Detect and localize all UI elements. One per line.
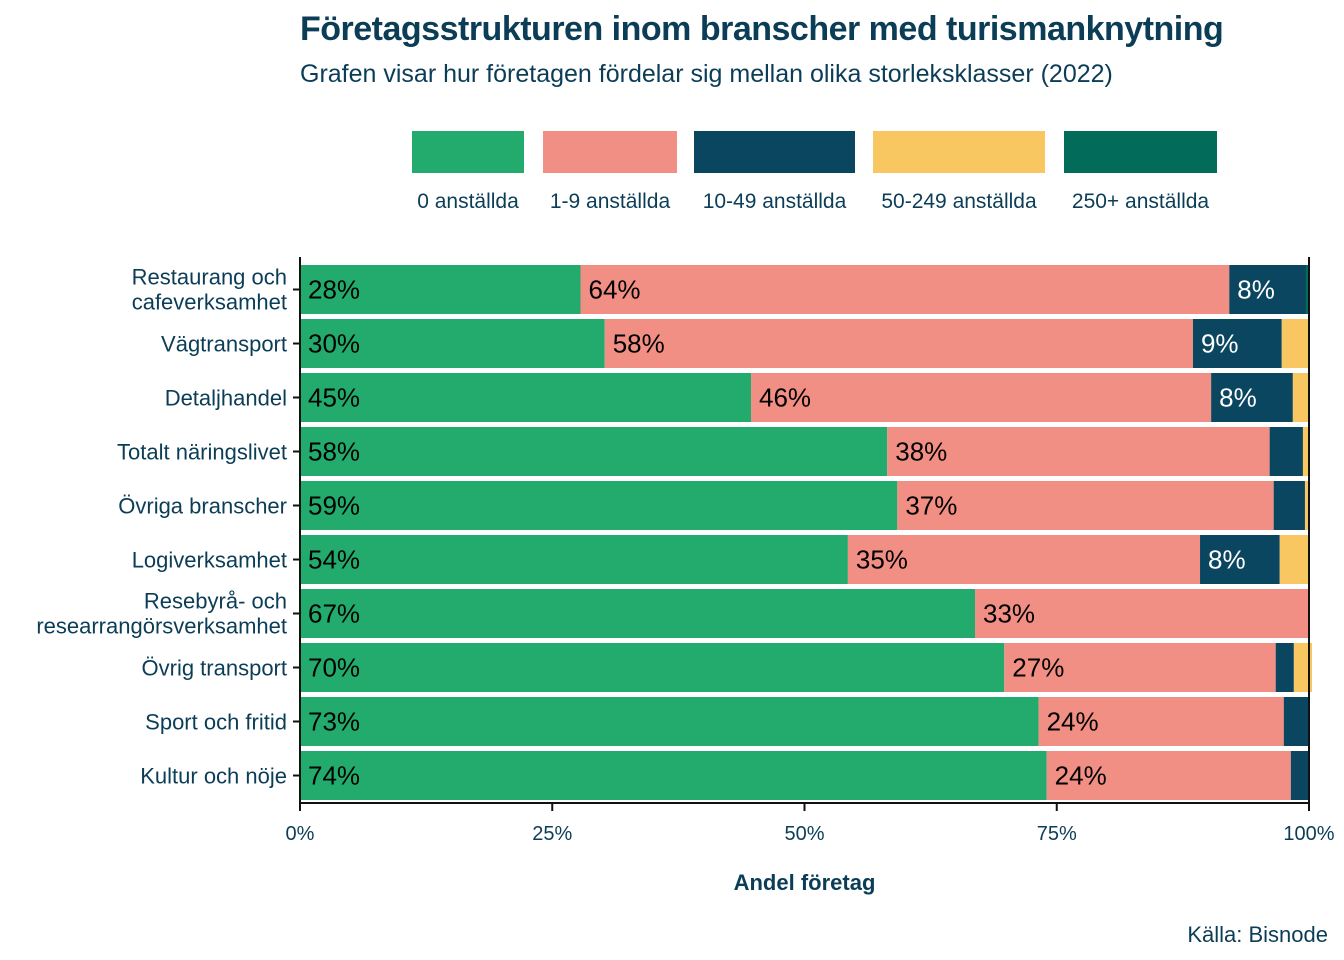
category-label: Totalt näringslivet xyxy=(117,440,287,465)
data-label: 33% xyxy=(983,599,1035,629)
data-label: 28% xyxy=(308,275,360,305)
legend-label: 250+ anställda xyxy=(1072,190,1210,213)
legend-label: 0 anställda xyxy=(417,190,519,213)
data-label: 67% xyxy=(308,599,360,629)
bar-segment xyxy=(300,643,1005,692)
category-label: Restaurang och xyxy=(132,265,287,290)
bar-segment xyxy=(580,265,1230,314)
category-label: Detaljhandel xyxy=(165,386,287,411)
bar-segment xyxy=(300,427,888,476)
category-label: researrangörsverksamhet xyxy=(36,614,287,639)
bar-segment xyxy=(1229,265,1306,314)
data-label: 8% xyxy=(1237,275,1275,305)
legend-swatch xyxy=(873,131,1045,173)
bar-segment xyxy=(751,373,1212,422)
category-label: Övriga branscher xyxy=(118,494,287,519)
bar-segment xyxy=(975,589,1309,638)
legend-swatch xyxy=(694,131,855,173)
category-label: Kultur och nöje xyxy=(140,764,287,789)
data-label: 58% xyxy=(613,329,665,359)
legend-label: 50-249 anställda xyxy=(881,190,1037,213)
bar-segment xyxy=(1038,697,1284,746)
data-label: 24% xyxy=(1055,761,1107,791)
bar-segment xyxy=(300,319,605,368)
data-label: 8% xyxy=(1208,545,1246,575)
data-label: 46% xyxy=(759,383,811,413)
bar-segment xyxy=(300,535,848,584)
legend-swatch xyxy=(412,131,524,173)
x-axis-title: Andel företag xyxy=(734,870,876,895)
x-tick-label: 100% xyxy=(1283,823,1334,845)
category-label: Logiverksamhet xyxy=(132,548,287,573)
bar-segment xyxy=(1269,427,1303,476)
source-note: Källa: Bisnode xyxy=(1187,922,1328,947)
data-label: 8% xyxy=(1219,383,1257,413)
bar-segment xyxy=(897,481,1274,530)
x-tick-label: 50% xyxy=(784,823,824,845)
bar-segment xyxy=(1304,481,1308,530)
bar-segment xyxy=(300,589,976,638)
data-label: 24% xyxy=(1047,707,1099,737)
bar-segment xyxy=(300,751,1047,800)
bar-segment xyxy=(300,481,898,530)
x-tick-label: 25% xyxy=(532,823,572,845)
chart-subtitle: Grafen visar hur företagen fördelar sig … xyxy=(300,60,1113,88)
bar-segment xyxy=(1279,535,1309,584)
bar-segment xyxy=(1192,319,1282,368)
data-label: 35% xyxy=(856,545,908,575)
data-label: 45% xyxy=(308,383,360,413)
bar-segment xyxy=(887,427,1270,476)
data-label: 74% xyxy=(308,761,360,791)
bar-segment xyxy=(1275,643,1294,692)
data-label: 73% xyxy=(308,707,360,737)
category-label: cafeverksamhet xyxy=(132,290,287,315)
chart-title: Företagsstrukturen inom branscher med tu… xyxy=(300,10,1224,48)
data-label: 30% xyxy=(308,329,360,359)
bar-segment xyxy=(1046,751,1291,800)
data-label: 27% xyxy=(1012,653,1064,683)
data-label: 59% xyxy=(308,491,360,521)
category-label: Sport och fritid xyxy=(145,710,287,735)
legend-swatch xyxy=(543,131,677,173)
bar-segment xyxy=(1290,751,1309,800)
legend-label: 10-49 anställda xyxy=(703,190,847,213)
data-label: 70% xyxy=(308,653,360,683)
bar-segment xyxy=(604,319,1193,368)
bar-segment xyxy=(1273,481,1305,530)
data-label: 37% xyxy=(905,491,957,521)
data-label: 64% xyxy=(589,275,641,305)
bar-segment xyxy=(1283,697,1309,746)
bar-segment xyxy=(1200,535,1280,584)
bar-segment xyxy=(300,697,1039,746)
legend-swatch xyxy=(1064,131,1217,173)
bar-segment xyxy=(1004,643,1276,692)
bar-segment xyxy=(1305,265,1309,314)
data-label: 54% xyxy=(308,545,360,575)
bar-segment xyxy=(1281,319,1309,368)
category-label: Resebyrå- och xyxy=(144,589,287,614)
bar-segment xyxy=(1292,373,1309,422)
category-label: Vägtransport xyxy=(161,332,287,357)
bar-segment xyxy=(300,265,581,314)
bar-segment xyxy=(300,373,752,422)
x-tick-label: 0% xyxy=(286,823,315,845)
bar-segment xyxy=(847,535,1201,584)
data-label: 9% xyxy=(1201,329,1239,359)
bar-segment xyxy=(1302,427,1309,476)
legend-label: 1-9 anställda xyxy=(550,190,671,213)
data-label: 38% xyxy=(895,437,947,467)
data-label: 58% xyxy=(308,437,360,467)
bar-segment xyxy=(1293,643,1313,692)
bar-segment xyxy=(1211,373,1293,422)
category-label: Övrig transport xyxy=(142,656,288,681)
x-tick-label: 75% xyxy=(1037,823,1077,845)
